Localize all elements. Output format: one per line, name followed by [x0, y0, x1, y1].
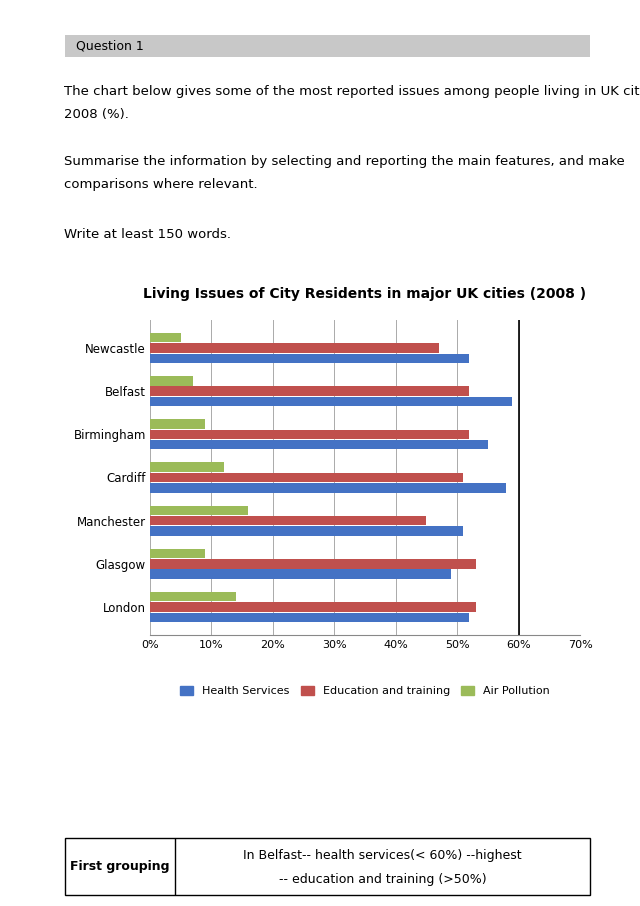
- Bar: [150, 612, 469, 622]
- Bar: [150, 559, 476, 569]
- Bar: [150, 376, 193, 386]
- Bar: [150, 343, 438, 352]
- Bar: [150, 397, 513, 406]
- Text: 2008 (%).: 2008 (%).: [64, 108, 129, 121]
- Bar: [150, 516, 426, 525]
- Text: comparisons where relevant.: comparisons where relevant.: [64, 178, 258, 191]
- Text: Living Issues of City Residents in major UK cities (2008 ): Living Issues of City Residents in major…: [143, 287, 587, 302]
- Bar: [150, 483, 506, 493]
- Bar: [150, 526, 463, 535]
- Bar: [150, 592, 236, 602]
- Text: Write at least 150 words.: Write at least 150 words.: [64, 228, 231, 241]
- Bar: [150, 549, 205, 558]
- Text: In Belfast-- health services(< 60%) --highest: In Belfast-- health services(< 60%) --hi…: [243, 849, 522, 862]
- Bar: [150, 440, 488, 449]
- Bar: [150, 333, 180, 342]
- Bar: [150, 353, 469, 363]
- Text: The chart below gives some of the most reported issues among people living in UK: The chart below gives some of the most r…: [64, 85, 640, 98]
- Text: -- education and training (>50%): -- education and training (>50%): [279, 872, 486, 885]
- Bar: [150, 473, 463, 482]
- Bar: [150, 429, 469, 439]
- Legend: Health Services, Education and training, Air Pollution: Health Services, Education and training,…: [175, 681, 555, 701]
- Text: Summarise the information by selecting and reporting the main features, and make: Summarise the information by selecting a…: [64, 155, 625, 168]
- Bar: [150, 462, 224, 472]
- Bar: [150, 506, 248, 515]
- Text: First grouping: First grouping: [70, 860, 170, 873]
- Bar: [150, 569, 451, 579]
- Bar: [150, 419, 205, 429]
- Text: Question 1: Question 1: [76, 40, 143, 53]
- Bar: [150, 387, 469, 396]
- Bar: [150, 602, 476, 612]
